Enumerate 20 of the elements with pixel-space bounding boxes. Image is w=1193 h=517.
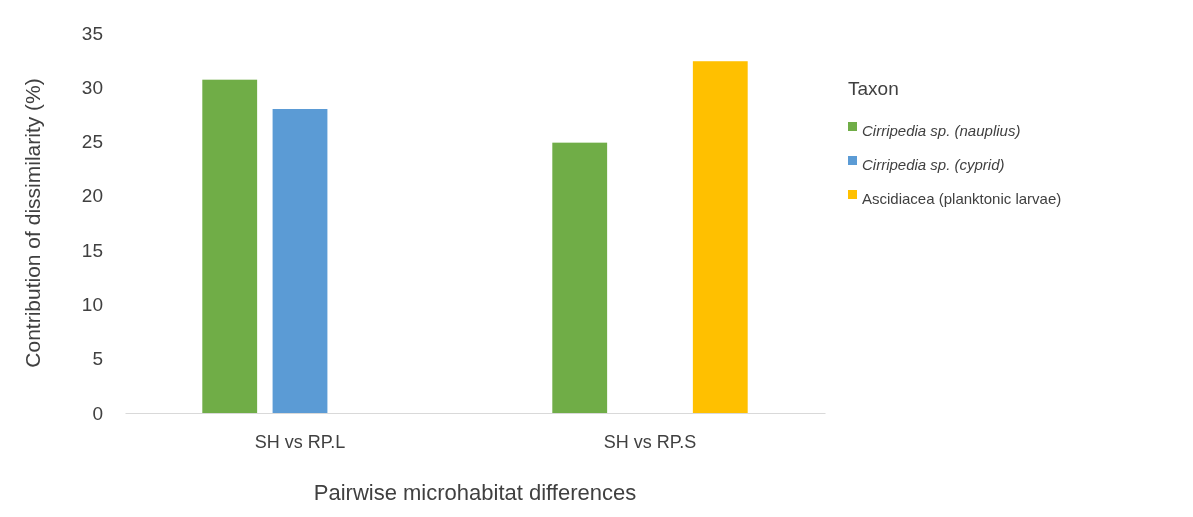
y-tick-label: 15 (81, 239, 103, 261)
y-tick-label: 0 (92, 402, 103, 424)
y-tick-label: 5 (92, 348, 103, 370)
y-tick-label: 10 (81, 294, 103, 316)
y-tick-label: 30 (81, 76, 103, 98)
x-tick-label: SH vs RP.L (254, 431, 346, 452)
legend-label: Cirripedia sp. (nauplius) (862, 121, 1021, 139)
legend-label: Ascidiacea (planktonic larvae) (862, 189, 1062, 207)
bar (272, 109, 328, 413)
y-axis-title: Contribution of dissimilarity (%) (21, 78, 44, 368)
bar (692, 61, 748, 413)
y-tick-label: 25 (81, 131, 103, 153)
x-tick-label: SH vs RP.S (603, 431, 697, 452)
legend-title: Taxon (848, 78, 899, 99)
bar (552, 142, 608, 413)
legend-label: Cirripedia sp. (cyprid) (862, 155, 1005, 173)
y-tick-label: 20 (81, 185, 103, 207)
y-tick-label: 35 (81, 22, 103, 44)
bar (202, 79, 258, 413)
x-axis-title: Pairwise microhabitat differences (313, 480, 637, 505)
